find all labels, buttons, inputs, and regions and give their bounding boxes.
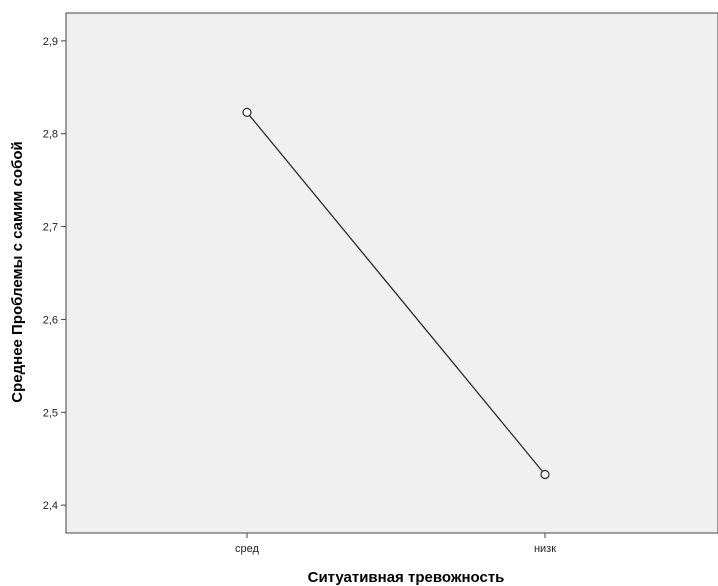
y-axis-title: Среднее Проблемы с самим собой bbox=[9, 141, 26, 402]
series-layer bbox=[242, 107, 550, 480]
y-tick-label: 2,6 bbox=[43, 314, 58, 326]
x-axis: сред низк bbox=[235, 533, 556, 555]
x-axis-title: Ситуативная тревожность bbox=[308, 569, 505, 586]
data-point bbox=[540, 469, 550, 480]
x-tick-label: сред bbox=[235, 543, 259, 555]
series-line bbox=[246, 111, 546, 475]
y-axis: 2,4 2,5 2,6 2,7 2,8 2,9 bbox=[43, 36, 66, 512]
x-tick-label: низк bbox=[534, 543, 556, 555]
y-tick-label: 2,9 bbox=[43, 36, 58, 48]
plot-area bbox=[65, 12, 718, 534]
y-tick-label: 2,7 bbox=[43, 222, 58, 234]
y-tick-label: 2,8 bbox=[43, 129, 58, 141]
data-point bbox=[242, 107, 252, 117]
y-tick-label: 2,4 bbox=[43, 500, 58, 512]
y-tick-label: 2,5 bbox=[43, 407, 58, 419]
